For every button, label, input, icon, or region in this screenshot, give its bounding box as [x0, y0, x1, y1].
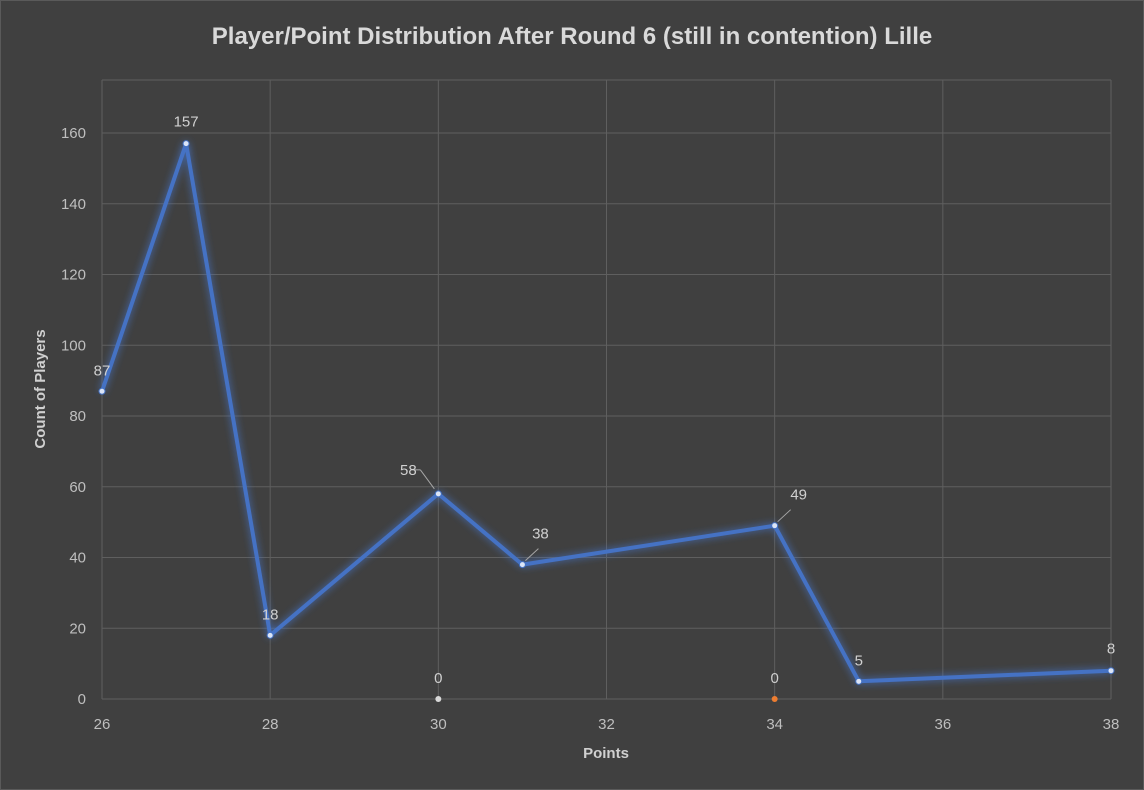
x-tick-label: 30 — [430, 716, 447, 733]
x-tick-label: 32 — [598, 716, 615, 733]
data-label: 38 — [532, 526, 549, 543]
x-tick-label: 38 — [1103, 716, 1120, 733]
data-label: 157 — [174, 114, 199, 131]
x-tick-label: 36 — [934, 716, 951, 733]
y-tick-label: 120 — [61, 267, 86, 284]
leader-line — [525, 548, 539, 561]
reference-line-label: 0 — [770, 670, 778, 687]
y-tick-label: 100 — [61, 337, 86, 354]
y-axis-title: Count of Players — [32, 329, 49, 448]
data-label: 87 — [94, 362, 111, 379]
data-label: 58 — [400, 462, 417, 479]
chart-title: Player/Point Distribution After Round 6 … — [212, 23, 932, 50]
series-line — [98, 140, 1115, 685]
data-point — [771, 522, 779, 530]
data-point — [98, 387, 106, 395]
y-tick-label: 160 — [61, 125, 86, 142]
series-path — [100, 141, 1112, 684]
gridlines — [101, 79, 1112, 700]
data-point — [434, 490, 442, 498]
data-point — [266, 631, 274, 639]
data-label: 8 — [1107, 641, 1115, 658]
data-label: 5 — [855, 652, 863, 669]
y-tick-label: 140 — [61, 196, 86, 213]
reference-line-point — [435, 696, 442, 702]
y-tick-label: 40 — [69, 550, 86, 567]
data-point — [855, 677, 863, 685]
reference-line-label: 0 — [434, 670, 442, 687]
x-tick-label: 34 — [766, 716, 783, 733]
reference-line-point — [771, 696, 778, 702]
y-tick-label: 20 — [69, 620, 86, 637]
x-tick-label: 26 — [94, 716, 111, 733]
leader-line — [777, 509, 792, 523]
y-tick-label: 0 — [78, 691, 86, 708]
leader-line — [419, 469, 435, 490]
y-tick-label: 80 — [69, 408, 86, 425]
data-label: 49 — [790, 487, 807, 504]
data-point — [1107, 667, 1115, 675]
data-point — [182, 140, 190, 148]
data-point — [518, 561, 526, 569]
y-tick-label: 60 — [69, 479, 86, 496]
x-axis-title: Points — [583, 745, 629, 762]
data-label: 18 — [262, 606, 279, 623]
x-tick-label: 28 — [262, 716, 279, 733]
